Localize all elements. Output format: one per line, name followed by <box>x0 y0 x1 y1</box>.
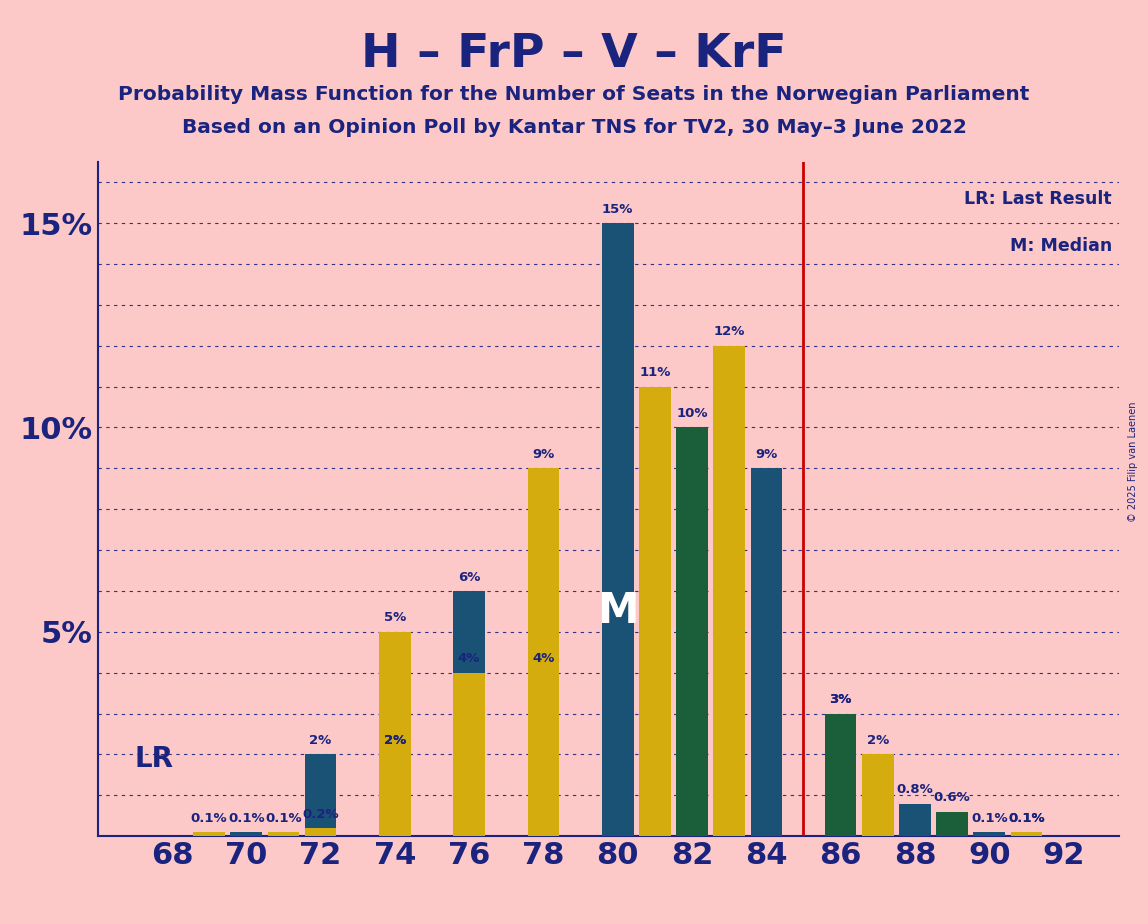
Text: 9%: 9% <box>755 448 777 461</box>
Bar <box>379 755 411 836</box>
Bar <box>379 632 411 836</box>
Bar <box>1010 833 1042 836</box>
Text: 12%: 12% <box>714 325 745 338</box>
Text: 2%: 2% <box>867 734 889 748</box>
Bar <box>602 223 634 836</box>
Text: 0.1%: 0.1% <box>971 812 1008 825</box>
Bar <box>825 713 856 836</box>
Text: M: M <box>597 590 638 632</box>
Text: 0.2%: 0.2% <box>302 808 339 821</box>
Text: M: Median: M: Median <box>1009 237 1112 255</box>
Text: 0.1%: 0.1% <box>191 812 227 825</box>
Text: 9%: 9% <box>533 448 554 461</box>
Text: 2%: 2% <box>383 734 406 748</box>
Bar <box>751 468 782 836</box>
Text: 0.6%: 0.6% <box>933 791 970 804</box>
Bar <box>379 755 411 836</box>
Bar <box>676 428 708 836</box>
Bar <box>528 468 559 836</box>
Text: 10%: 10% <box>676 407 708 420</box>
Bar <box>453 591 484 836</box>
Text: 2%: 2% <box>309 734 332 748</box>
Text: 5%: 5% <box>383 612 406 625</box>
Text: 0.1%: 0.1% <box>1008 812 1045 825</box>
Bar <box>193 833 225 836</box>
Text: 3%: 3% <box>830 693 852 706</box>
Text: H – FrP – V – KrF: H – FrP – V – KrF <box>362 32 786 78</box>
Bar <box>453 673 484 836</box>
Text: 0.1%: 0.1% <box>228 812 264 825</box>
Text: 3%: 3% <box>830 693 852 706</box>
Text: LR: Last Result: LR: Last Result <box>964 190 1112 208</box>
Text: Based on an Opinion Poll by Kantar TNS for TV2, 30 May–3 June 2022: Based on an Opinion Poll by Kantar TNS f… <box>181 118 967 138</box>
Bar <box>1010 833 1042 836</box>
Text: 15%: 15% <box>602 202 634 215</box>
Text: LR: LR <box>134 745 173 772</box>
Bar <box>937 811 968 836</box>
Bar <box>528 673 559 836</box>
Text: 6%: 6% <box>458 571 480 584</box>
Bar <box>974 833 1004 836</box>
Text: 2%: 2% <box>383 734 406 748</box>
Text: © 2025 Filip van Laenen: © 2025 Filip van Laenen <box>1128 402 1138 522</box>
Bar <box>639 386 670 836</box>
Text: 0.1%: 0.1% <box>1008 812 1045 825</box>
Bar <box>713 346 745 836</box>
Bar <box>304 828 336 836</box>
Bar <box>862 755 893 836</box>
Text: Probability Mass Function for the Number of Seats in the Norwegian Parliament: Probability Mass Function for the Number… <box>118 85 1030 104</box>
Bar <box>825 713 856 836</box>
Bar <box>304 755 336 836</box>
Text: 0.1%: 0.1% <box>265 812 302 825</box>
Text: 11%: 11% <box>639 366 670 379</box>
Bar <box>231 833 262 836</box>
Text: 0.8%: 0.8% <box>897 784 933 796</box>
Bar <box>267 833 300 836</box>
Bar <box>899 804 931 836</box>
Text: 4%: 4% <box>533 652 554 665</box>
Text: 4%: 4% <box>458 652 480 665</box>
